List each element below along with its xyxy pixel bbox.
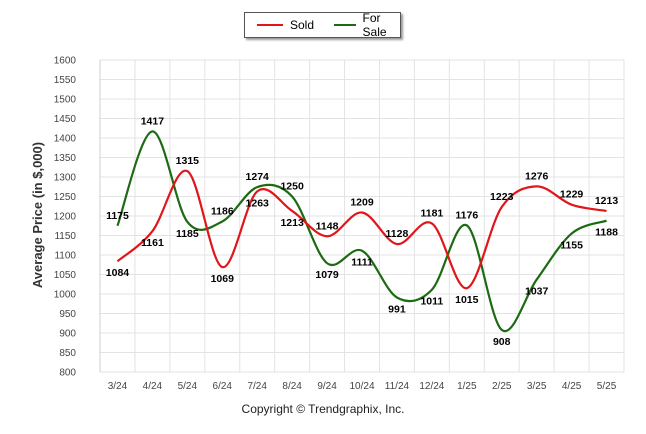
series-line-sold (116, 169, 607, 290)
chart-legend: Sold For Sale (244, 11, 401, 39)
data-label-for-sale: 1250 (280, 181, 304, 193)
data-label-for-sale: 1155 (560, 240, 583, 252)
data-label-for-sale: 1186 (211, 205, 234, 217)
x-tick-label: 6/24 (213, 381, 233, 392)
x-tick-label: 1/25 (457, 381, 477, 392)
x-tick-label: 11/24 (385, 381, 410, 392)
data-label-sold: 1148 (316, 220, 339, 232)
legend-swatch-sold (257, 24, 283, 26)
x-tick-label: 2/25 (492, 381, 512, 392)
data-label-sold: 1161 (141, 237, 164, 249)
data-label-sold: 1223 (490, 191, 514, 203)
y-tick-label: 850 (59, 348, 76, 359)
data-label-sold: 1229 (560, 189, 584, 201)
y-tick-label: 1050 (54, 270, 77, 281)
data-label-sold: 1213 (595, 195, 619, 207)
y-tick-label: 1600 (54, 56, 77, 67)
y-tick-label: 1250 (54, 192, 77, 203)
x-tick-label: 4/25 (562, 381, 582, 392)
series-line-for-sale (116, 130, 607, 333)
legend-item-sold[interactable]: Sold (257, 18, 314, 32)
data-label-for-sale: 1176 (455, 209, 478, 221)
x-tick-label: 5/25 (597, 381, 617, 392)
y-tick-label: 950 (59, 309, 76, 320)
legend-label-sold: Sold (290, 18, 315, 32)
x-tick-label: 9/24 (317, 381, 337, 392)
y-tick-label: 1100 (54, 251, 76, 262)
data-label-for-sale: 991 (388, 304, 406, 316)
x-tick-label: 12/24 (419, 381, 444, 392)
data-label-sold: 1069 (211, 273, 235, 285)
x-tick-label: 7/24 (247, 381, 267, 392)
x-tick-label: 3/24 (108, 381, 128, 392)
data-label-for-sale: 908 (493, 336, 511, 348)
data-label-sold: 1213 (280, 217, 304, 229)
data-label-for-sale: 1079 (315, 269, 339, 281)
y-tick-label: 1000 (54, 290, 77, 301)
series-lines (116, 130, 607, 333)
y-tick-label: 1200 (54, 212, 77, 223)
grid-lines (99, 59, 625, 373)
data-label-for-sale: 1188 (595, 227, 618, 239)
data-labels: 1084 1161 1315 1069 1263 1213 1148 1209 1128 1181… (106, 115, 619, 348)
data-label-for-sale: 1274 (246, 171, 270, 183)
y-tick-label: 1400 (54, 134, 77, 145)
data-label-sold: 1015 (455, 294, 479, 306)
data-label-for-sale: 1011 (420, 296, 443, 308)
legend-label-for-sale: For Sale (362, 11, 387, 39)
legend-item-for-sale[interactable]: For Sale (334, 11, 400, 39)
y-tick-label: 1350 (54, 153, 77, 164)
data-label-sold: 1209 (350, 196, 374, 208)
legend-swatch-for-sale (334, 24, 356, 26)
x-tick-label: 4/24 (143, 381, 163, 392)
data-label-sold: 1084 (106, 267, 130, 279)
data-label-for-sale: 1037 (525, 286, 549, 298)
y-axis-ticks: 800 850 900 950 1000 1050 1100 1150 1200 1250 1300… (54, 56, 77, 379)
y-tick-label: 1450 (54, 114, 77, 125)
data-label-sold: 1263 (246, 197, 270, 209)
data-label-for-sale: 1175 (106, 210, 129, 222)
data-label-sold: 1315 (176, 155, 200, 167)
x-tick-label: 10/24 (349, 381, 374, 392)
x-axis-ticks: 3/24 4/24 5/24 6/24 7/24 8/24 9/24 10/24 11/24 12… (108, 381, 617, 392)
data-label-for-sale: 1111 (351, 257, 373, 269)
x-tick-label: 5/24 (178, 381, 198, 392)
data-label-sold: 1276 (525, 170, 549, 182)
y-tick-label: 1300 (54, 173, 77, 184)
data-label-sold: 1128 (386, 228, 409, 240)
data-label-for-sale: 1417 (141, 115, 165, 127)
copyright-text: Copyright © Trendgraphix, Inc. (241, 402, 405, 416)
y-tick-label: 1500 (54, 95, 77, 106)
data-label-for-sale: 1185 (176, 228, 199, 240)
x-tick-label: 8/24 (282, 381, 302, 392)
data-label-sold: 1181 (420, 207, 443, 219)
y-tick-label: 900 (59, 329, 76, 340)
y-tick-label: 800 (59, 368, 76, 379)
y-tick-label: 1550 (54, 75, 77, 86)
y-tick-label: 1150 (54, 231, 76, 242)
y-axis-label: Average Price (in $,000) (30, 142, 45, 288)
x-tick-label: 3/25 (527, 381, 547, 392)
